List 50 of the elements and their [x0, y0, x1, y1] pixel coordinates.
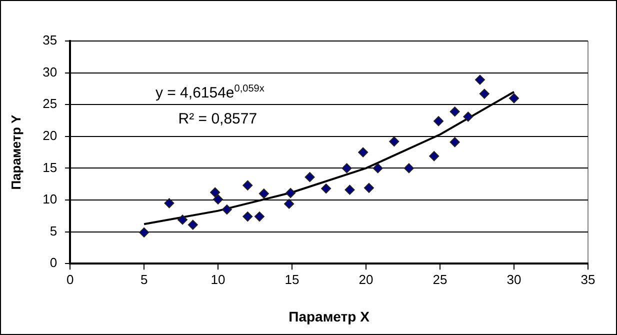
x-tick-label: 10 [210, 272, 226, 287]
point [213, 194, 224, 204]
y-axis-title: Параметр Y [8, 114, 24, 190]
point [364, 182, 374, 193]
point [342, 163, 352, 174]
point [304, 172, 315, 182]
x-tick-label: 35 [580, 272, 596, 287]
point [188, 220, 198, 230]
point [434, 116, 444, 126]
point [139, 227, 150, 238]
x-axis-title: Параметр X [288, 308, 370, 324]
point [222, 204, 232, 215]
point [389, 136, 400, 146]
x-tick-label: 30 [506, 272, 522, 287]
point [450, 106, 460, 117]
y-tick-label: 25 [42, 96, 58, 112]
point [258, 188, 269, 199]
point [463, 112, 474, 122]
point [509, 93, 520, 104]
point [242, 212, 253, 222]
point [429, 151, 440, 162]
x-tick-label: 15 [284, 272, 300, 287]
y-tick-label: 20 [42, 128, 58, 143]
y-tick-label: 30 [42, 64, 58, 80]
point [479, 88, 490, 99]
point [164, 198, 174, 208]
y-tick-label: 0 [50, 255, 58, 270]
point [344, 184, 355, 195]
point [474, 74, 485, 85]
point [321, 184, 332, 194]
y-tick-label: 10 [42, 192, 58, 207]
point [254, 212, 264, 222]
point [358, 147, 368, 158]
annotation: R² = 0,8577 [176, 110, 260, 128]
point [284, 198, 294, 209]
point [404, 163, 414, 174]
point [210, 187, 220, 198]
x-tick-label: 20 [358, 272, 374, 287]
x-tick-label: 0 [66, 272, 74, 287]
point [372, 163, 383, 174]
point [242, 180, 253, 190]
point [286, 188, 296, 198]
y-tick-label: 5 [50, 223, 58, 238]
point [178, 214, 188, 225]
annotation: y = 4,6154e$^{0,059x}$ [153, 80, 266, 102]
x-tick-label: 25 [432, 272, 448, 287]
y-tick-label: 35 [42, 32, 58, 48]
point [450, 137, 460, 148]
y-tick-label: 15 [42, 160, 58, 175]
x-tick-label: 5 [140, 272, 148, 287]
